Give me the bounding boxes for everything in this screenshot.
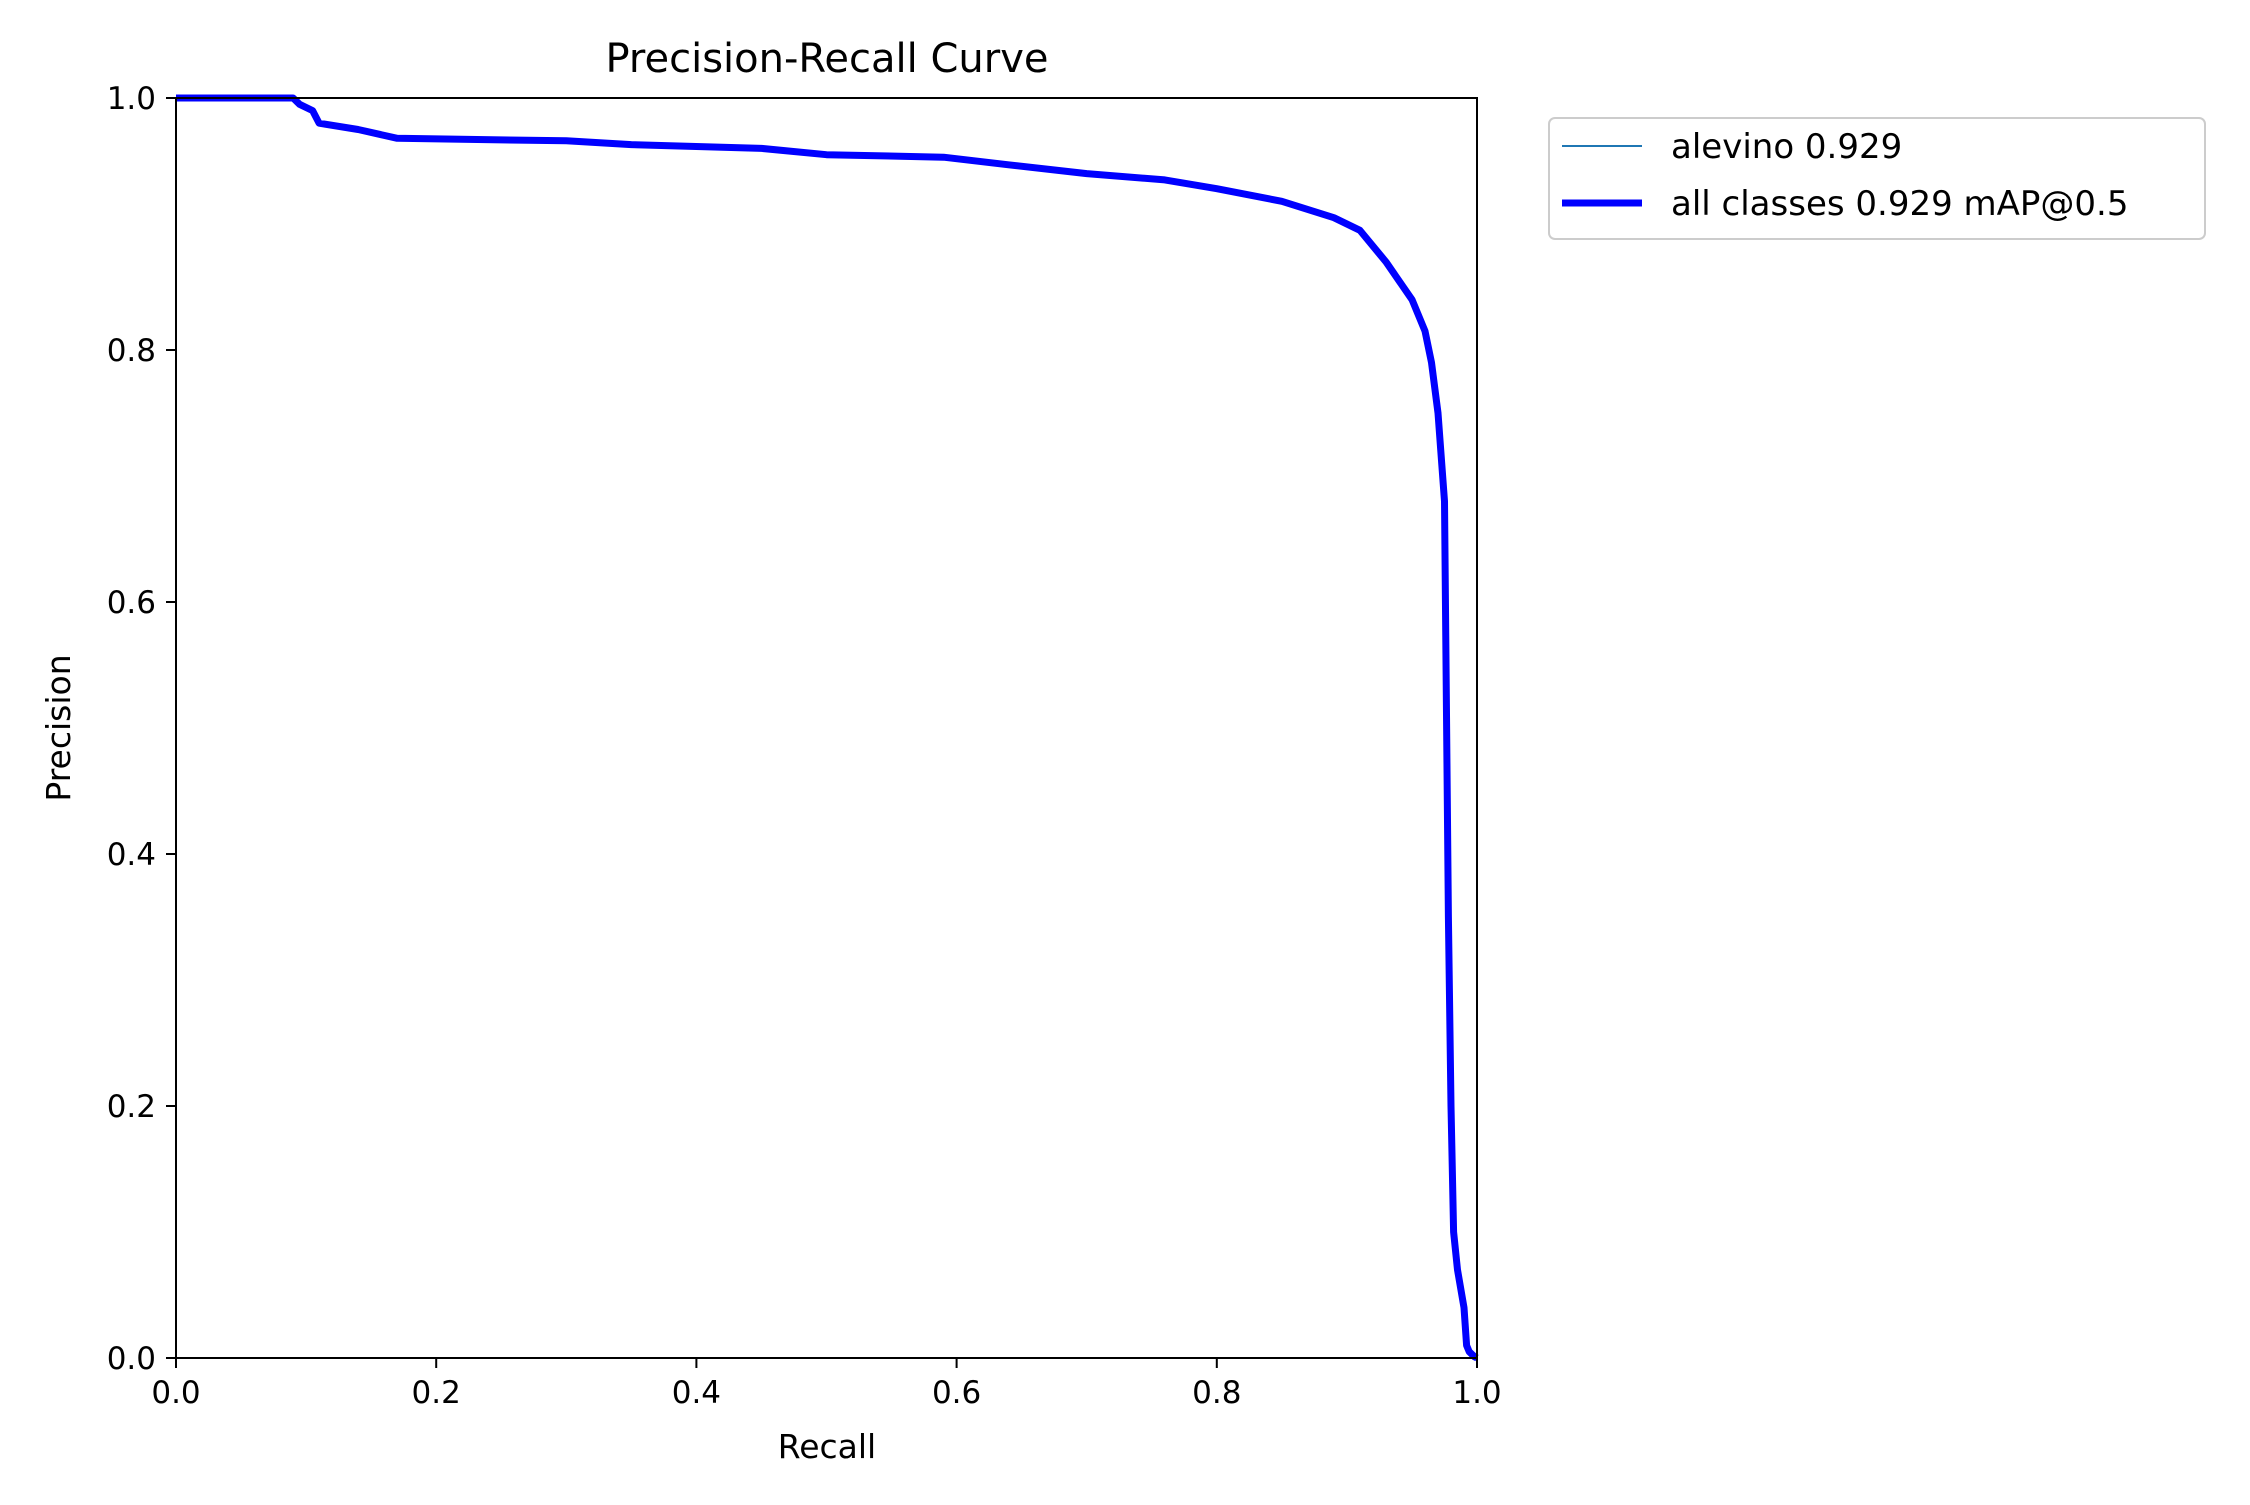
legend-box [1548, 117, 2206, 240]
y-tick-label: 0.4 [107, 837, 156, 873]
y-axis-ticks: 0.0 0.2 0.4 0.6 0.8 1.0 [107, 81, 176, 1377]
series-line-all-classes [176, 94, 1479, 1362]
series-line-alevino [176, 97, 1478, 1359]
y-tick-label: 0.2 [107, 1089, 156, 1125]
x-tick-label: 0.0 [151, 1375, 200, 1411]
x-tick-label: 0.8 [1192, 1375, 1241, 1411]
x-axis-ticks: 0.0 0.2 0.4 0.6 0.8 1.0 [151, 1358, 1502, 1411]
plot-frame [175, 97, 1478, 1359]
y-tick-label: 0.0 [107, 1341, 156, 1377]
x-tick-label: 1.0 [1452, 1375, 1501, 1411]
x-tick-label: 0.2 [412, 1375, 461, 1411]
legend: alevino 0.929 all classes 0.929 mAP@0.5 [1548, 117, 2206, 240]
y-tick-label: 0.8 [107, 333, 156, 369]
legend-label-alevino: alevino 0.929 [1671, 127, 1902, 167]
x-tick-label: 0.6 [932, 1375, 981, 1411]
series-layer [176, 94, 1479, 1362]
chart-title: Precision-Recall Curve [606, 36, 1049, 82]
y-tick-label: 1.0 [107, 81, 156, 117]
y-axis-label: Precision [39, 654, 78, 801]
y-tick-label: 0.6 [107, 585, 156, 621]
legend-label-all-classes: all classes 0.929 mAP@0.5 [1671, 184, 2128, 224]
x-axis-label: Recall [778, 1427, 876, 1466]
x-tick-label: 0.4 [672, 1375, 721, 1411]
